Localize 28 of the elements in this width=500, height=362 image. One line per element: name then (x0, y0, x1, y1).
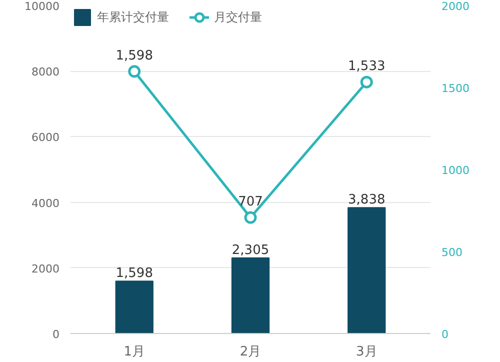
data-label: 2,305 (232, 242, 270, 258)
bar (348, 207, 386, 334)
point (360, 76, 373, 88)
y-tick-label: 8000 (32, 66, 60, 79)
data-label: 1,533 (348, 59, 386, 74)
data-label: 1,598 (116, 266, 153, 282)
y2-tick-label: 1000 (442, 164, 470, 177)
point (244, 211, 257, 224)
data-label: 3,838 (348, 192, 386, 208)
legend-label: 月交付量 (214, 8, 262, 26)
y2-tick-label: 2000 (442, 0, 470, 13)
y-tick-label: 0 (52, 328, 60, 341)
y2-tick-label: 500 (442, 246, 462, 259)
y-tick-label: 10000 (24, 0, 60, 13)
point (128, 65, 141, 78)
x-tick-label: 2月 (240, 344, 262, 360)
x-tick-label: 3月 (356, 344, 378, 360)
y2-tick-label: 0 (442, 328, 448, 341)
x-tick-label: 1月 (124, 344, 146, 360)
data-label: 1,598 (116, 48, 153, 64)
y-tick-label: 4000 (32, 196, 60, 210)
y-tick-label: 2000 (32, 262, 60, 276)
bar (231, 257, 270, 334)
bar (115, 280, 154, 334)
y2-tick-label: 1500 (442, 82, 470, 95)
data-label: 707 (238, 194, 263, 210)
y-tick-label: 6000 (32, 131, 60, 144)
legend-label: 年累计交付量 (97, 8, 169, 26)
